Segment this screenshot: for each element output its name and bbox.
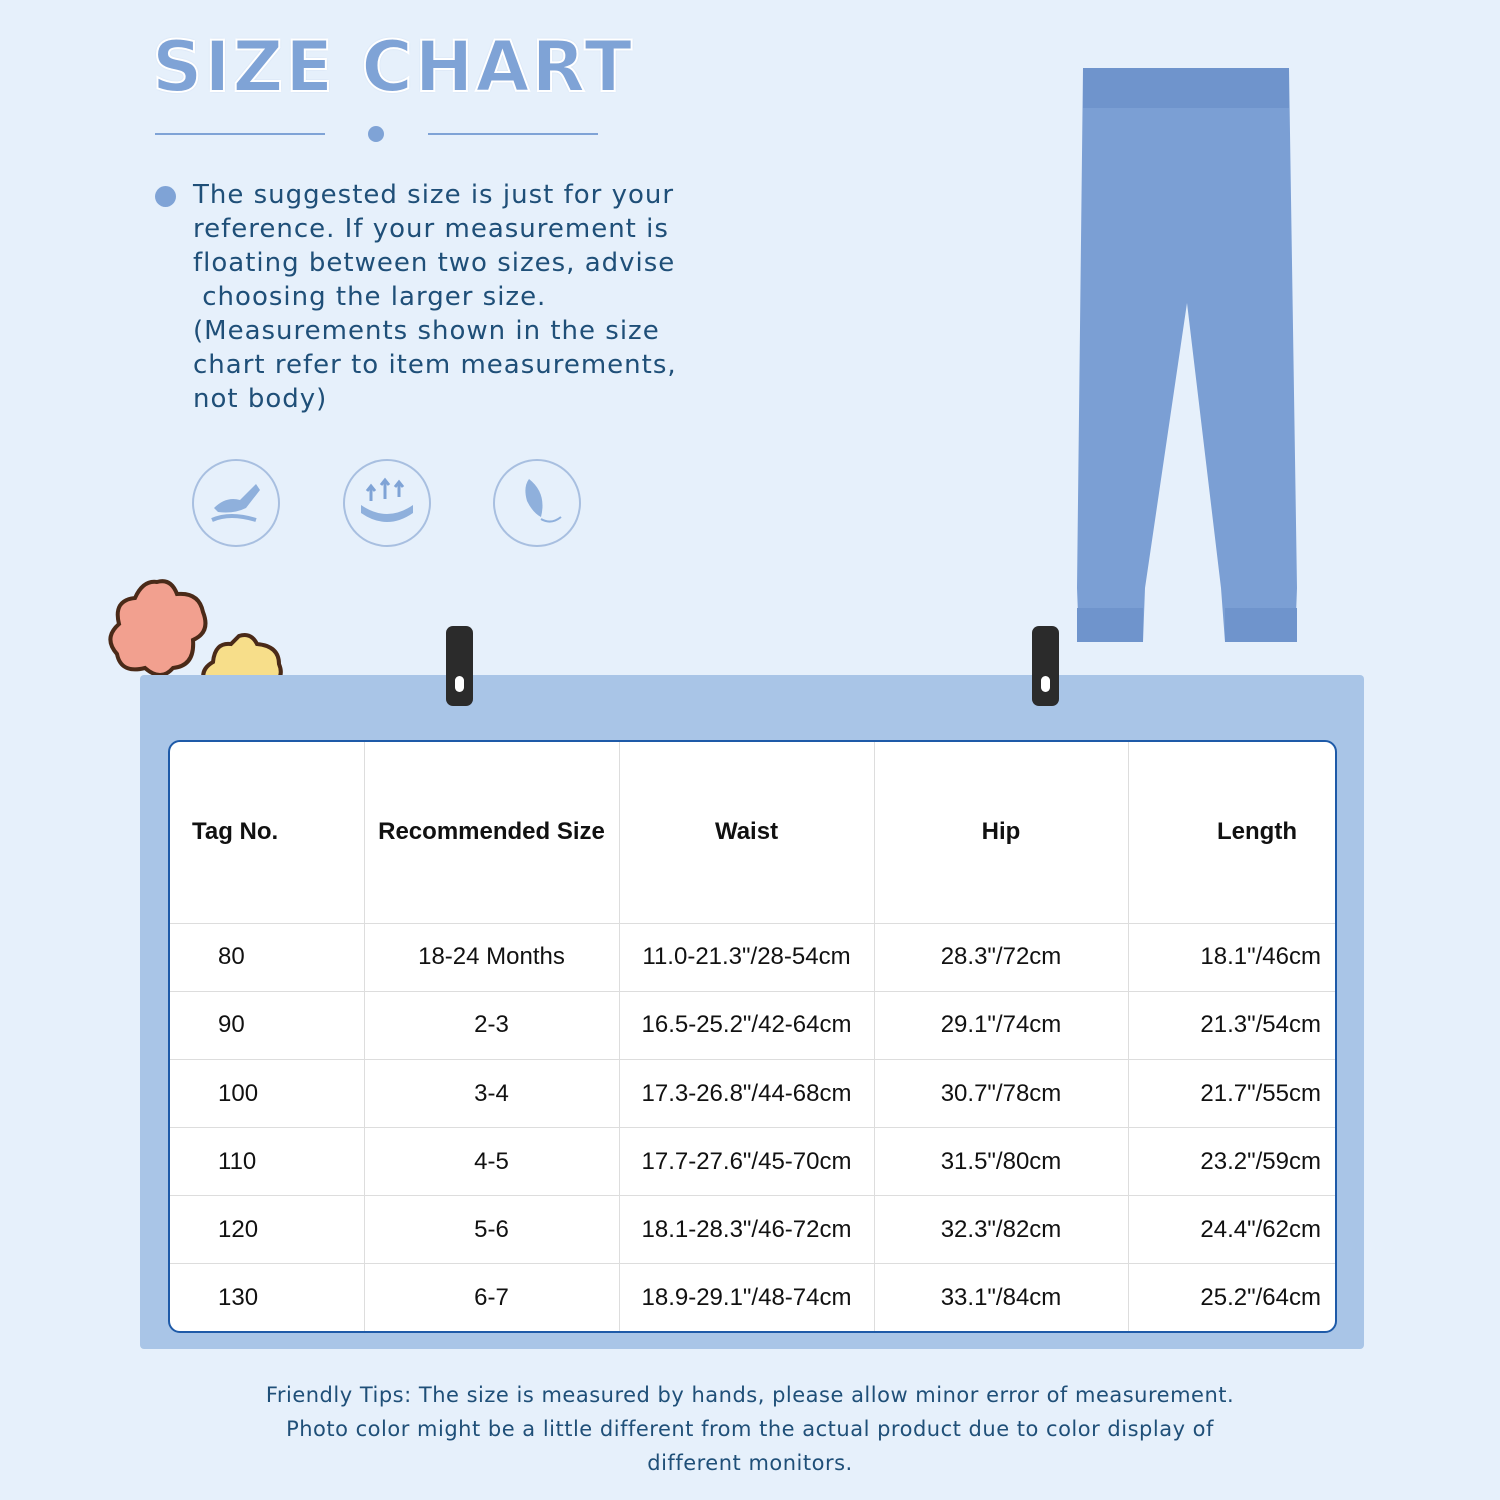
page-title: SIZE CHART [151, 25, 635, 109]
table-cell: 18.1"/46cm [1127, 922, 1335, 992]
header-size: Recommended Size [363, 742, 620, 924]
table-cell: 4-5 [363, 1127, 620, 1197]
header-tag: Tag No. [170, 742, 365, 924]
table-cell: 17.7-27.6"/45-70cm [618, 1127, 875, 1197]
divider [428, 133, 598, 135]
table-cell: 25.2"/64cm [1127, 1263, 1335, 1331]
table-cell: 31.5"/80cm [873, 1127, 1129, 1197]
note-line: choosing the larger size. [193, 282, 547, 312]
table-row: 90 2-3 16.5-25.2"/42-64cm 29.1"/74cm 21.3"/5… [170, 990, 1335, 1060]
friendly-tips: Friendly Tips: The size is measured by h… [0, 1378, 1500, 1480]
tip-line: Photo color might be a little different … [286, 1417, 1214, 1441]
table-row: 130 6-7 18.9-29.1"/48-74cm 33.1"/84cm 25.2"/… [170, 1263, 1335, 1331]
table-cell: 2-3 [363, 990, 620, 1060]
note-line: reference. If your measurement is [193, 214, 669, 244]
table-cell: 21.3"/54cm [1127, 990, 1335, 1060]
table-row: 100 3-4 17.3-26.8"/44-68cm 30.7"/78cm 21.7"/… [170, 1058, 1335, 1129]
tip-line: different monitors. [647, 1451, 853, 1475]
table-cell: 18.9-29.1"/48-74cm [618, 1263, 875, 1331]
pants-shape [1077, 68, 1297, 642]
table-cell: 11.0-21.3"/28-54cm [618, 922, 875, 992]
tip-line: Friendly Tips: The size is measured by h… [265, 1383, 1235, 1407]
size-note: The suggested size is just for your refe… [193, 178, 803, 416]
table-cell: 16.5-25.2"/42-64cm [618, 990, 875, 1060]
divider [155, 133, 325, 135]
table-cell: 23.2"/59cm [1127, 1127, 1335, 1197]
table-cell: 33.1"/84cm [873, 1263, 1129, 1331]
divider-dot [368, 126, 384, 142]
table-cell: 3-4 [363, 1058, 620, 1129]
table-cell: 28.3"/72cm [873, 922, 1129, 992]
table-cell: 21.7"/55cm [1127, 1058, 1335, 1129]
note-line: not body) [193, 384, 328, 414]
table-cell: 17.3-26.8"/44-68cm [618, 1058, 875, 1129]
table-cell: 6-7 [363, 1263, 620, 1331]
hand-soft-icon [192, 459, 280, 547]
table-cell: 18.1-28.3"/46-72cm [618, 1195, 875, 1265]
table-cell: 30.7"/78cm [873, 1058, 1129, 1129]
table-cell: 90 [170, 990, 365, 1060]
note-line: The suggested size is just for your [193, 180, 675, 210]
table-cell: 130 [170, 1263, 365, 1331]
table-row: 80 18-24 Months 11.0-21.3"/28-54cm 28.3"/72… [170, 922, 1335, 992]
table-cell: 24.4"/62cm [1127, 1195, 1335, 1265]
breathable-arrows-icon [343, 459, 431, 547]
table-header-row: Tag No. Recommended Size Waist Hip Lengt… [170, 742, 1335, 924]
note-line: floating between two sizes, advise [193, 248, 676, 278]
bullet-dot [155, 186, 176, 207]
table-cell: 29.1"/74cm [873, 990, 1129, 1060]
table-row: 120 5-6 18.1-28.3"/46-72cm 32.3"/82cm 24.4"/… [170, 1195, 1335, 1265]
table-cell: 32.3"/82cm [873, 1195, 1129, 1265]
pants-product-image [1075, 68, 1305, 648]
table-cell: 100 [170, 1058, 365, 1129]
header-waist: Waist [618, 742, 875, 924]
size-table: Tag No. Recommended Size Waist Hip Lengt… [168, 740, 1337, 1333]
feather-light-icon [493, 459, 581, 547]
table-cell: 5-6 [363, 1195, 620, 1265]
table-cell: 120 [170, 1195, 365, 1265]
table-row: 110 4-5 17.7-27.6"/45-70cm 31.5"/80cm 23.2"/… [170, 1127, 1335, 1197]
table-cell: 80 [170, 922, 365, 992]
note-line: chart refer to item measurements, [193, 350, 677, 380]
note-line: (Measurements shown in the size [193, 316, 660, 346]
clip-icon [446, 626, 473, 706]
table-cell: 18-24 Months [363, 922, 620, 992]
header-hip: Hip [873, 742, 1129, 924]
table-cell: 110 [170, 1127, 365, 1197]
header-length: Length [1127, 742, 1335, 924]
clip-icon [1032, 626, 1059, 706]
